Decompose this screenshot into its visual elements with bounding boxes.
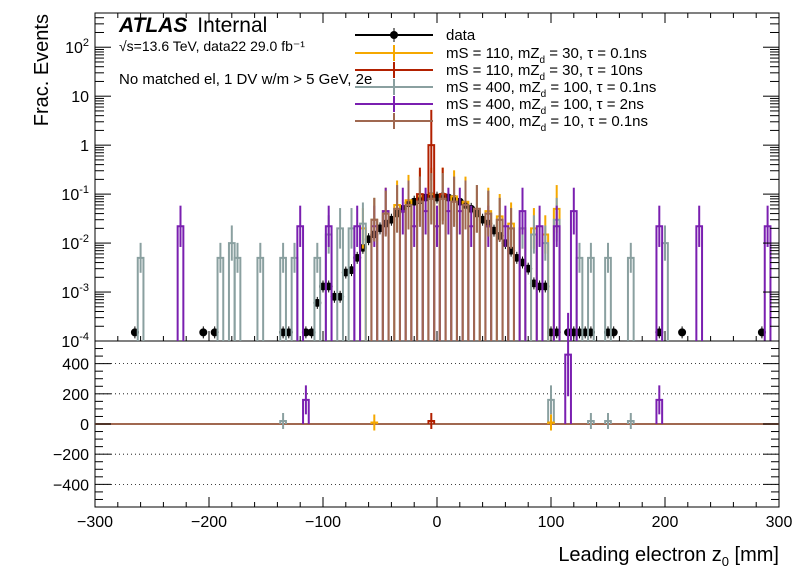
x-tick-label: −300 bbox=[77, 514, 113, 531]
ratio-series-1 bbox=[302, 312, 664, 424]
ratio-y-tick-label: 400 bbox=[62, 357, 89, 374]
ratio-series-0 bbox=[279, 385, 635, 429]
legend-entry: mS = 110, mZd = 30, τ = 10ns bbox=[446, 62, 643, 83]
series-2 bbox=[416, 109, 447, 341]
y-tick-label: 10-4 bbox=[61, 331, 89, 351]
ratio-y-axis: −400 −200 0 200 400 bbox=[53, 348, 779, 500]
y-tick-label: 102 bbox=[65, 37, 89, 57]
data-point bbox=[678, 328, 687, 337]
ratio-series-2 bbox=[427, 412, 436, 429]
x-tick-label: −200 bbox=[191, 514, 227, 531]
x-axis-title: Leading electron z0 [mm] bbox=[558, 544, 779, 569]
ratio-y-tick-label: −200 bbox=[53, 447, 89, 464]
ratio-y-tick-label: 200 bbox=[62, 387, 89, 404]
data-point bbox=[199, 328, 208, 337]
ratio-y-tick-label: 0 bbox=[80, 417, 89, 434]
atlas-label: ATLAS Internal bbox=[118, 14, 267, 37]
legend-entry: mS = 110, mZd = 30, τ = 0.1ns bbox=[446, 45, 647, 66]
series-5 bbox=[370, 173, 515, 341]
selection-label: No matched el, 1 DV w/m > 5 GeV, 2e bbox=[119, 71, 372, 88]
y-tick-label: 10 bbox=[71, 89, 89, 106]
ratio-y-tick-label: −400 bbox=[53, 477, 89, 494]
legend-entry: data bbox=[446, 27, 476, 44]
legend-entry: mS = 400, mZd = 100, τ = 2ns bbox=[446, 96, 644, 117]
y-tick-label: 1 bbox=[80, 138, 89, 155]
legend-entry: mS = 400, mZd = 100, τ = 0.1ns bbox=[446, 79, 656, 100]
y-tick-label: 10-2 bbox=[61, 233, 89, 253]
x-tick-label: 200 bbox=[652, 514, 679, 531]
main-series-group bbox=[130, 109, 772, 341]
x-tick-label: 100 bbox=[538, 514, 565, 531]
y-tick-label: 10-1 bbox=[61, 184, 89, 204]
x-tick-label: −100 bbox=[305, 514, 341, 531]
legend-entry: mS = 400, mZd = 10, τ = 0.1ns bbox=[446, 113, 648, 134]
y-tick-label: 10-3 bbox=[61, 282, 89, 302]
main-plot-frame bbox=[94, 12, 780, 342]
legend-marker bbox=[390, 31, 398, 39]
ratio-series-group bbox=[95, 312, 779, 431]
x-axis: −300 −200 −100 0 100 200 300 bbox=[77, 13, 792, 531]
ratio-series-3 bbox=[370, 414, 555, 431]
x-tick-label: 0 bbox=[433, 514, 442, 531]
x-tick-label: 300 bbox=[766, 514, 793, 531]
main-y-axis: 10-4 10-3 10-2 10-1 1 10 102 bbox=[61, 12, 779, 351]
y-axis-title: Frac. Events bbox=[31, 14, 53, 126]
energy-label: √s=13.6 TeV, data22 29.0 fb⁻¹ bbox=[119, 38, 305, 54]
